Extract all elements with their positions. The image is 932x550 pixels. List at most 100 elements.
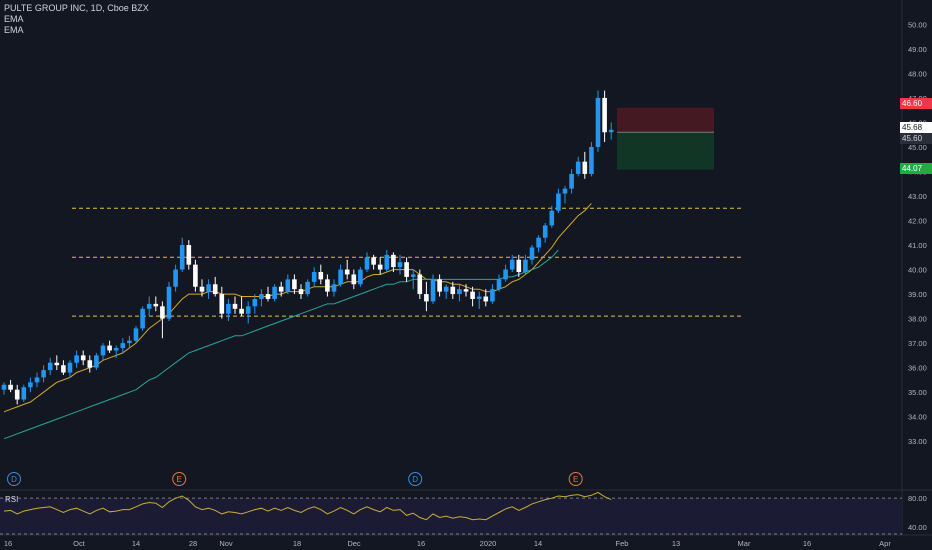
candle-body (232, 303, 238, 309)
chart-legend: PULTE GROUP INC, 1D, Cboe BZX EMA EMA (4, 3, 149, 36)
candle-body (113, 348, 119, 351)
candle-body (582, 161, 588, 174)
candle-body (100, 345, 106, 356)
candle-body (450, 286, 456, 295)
x-tick-label: Dec (347, 539, 361, 548)
rsi-tick-label: 40.00 (908, 523, 927, 532)
x-tick-label: 13 (672, 539, 680, 548)
candle-body (589, 146, 594, 174)
candle-body (529, 247, 535, 260)
candle-body (21, 387, 27, 400)
event-marker (172, 472, 187, 486)
candle-body (509, 259, 515, 270)
entry-price-label: 45.60 (900, 133, 932, 144)
trade-zone (617, 107, 714, 170)
candle-body (120, 343, 126, 349)
candle-body (397, 262, 403, 268)
rsi-line (3, 491, 612, 521)
candle-body (160, 306, 165, 319)
candle-body (199, 286, 205, 292)
candle-body (542, 225, 548, 238)
candle-body (1, 384, 7, 390)
y-tick-label: 50.00 (908, 20, 927, 29)
candle-body (318, 272, 324, 280)
candle-body (298, 289, 304, 295)
x-tick-label: Nov (219, 539, 233, 548)
candle-body (179, 245, 185, 270)
candle-body (219, 294, 225, 314)
event-marker (7, 472, 21, 486)
candle-body (496, 279, 502, 290)
candle-body (107, 345, 112, 351)
stop-price-label: 46.60 (900, 98, 932, 109)
candle-body (34, 377, 40, 383)
ema-legend-2[interactable]: EMA (4, 25, 24, 35)
candle-body (14, 389, 20, 400)
y-tick-label: 35.00 (908, 388, 927, 397)
candle-body (602, 97, 607, 133)
y-tick-label: 36.00 (908, 364, 927, 373)
candle-body (608, 129, 614, 133)
candle-body (186, 245, 192, 265)
event-marker-label: D (11, 475, 17, 484)
candle-body (364, 257, 370, 270)
x-tick-label: Oct (73, 539, 86, 548)
y-tick-label: 40.00 (908, 266, 927, 275)
x-tick-label: 16 (803, 539, 811, 548)
time-axis: 16 Oct 14 28 Nov 18 Dec 16 2020 14 Feb 13 Mar 16 Apr (4, 539, 892, 548)
candle-body (87, 360, 93, 368)
candle-body (305, 281, 310, 295)
x-tick-label: 18 (293, 539, 301, 548)
y-tick-label: 33.00 (908, 437, 927, 446)
y-tick-label: 39.00 (908, 290, 927, 299)
candle-body (67, 362, 73, 373)
symbol-title[interactable]: PULTE GROUP INC, 1D, Cboe BZX (4, 3, 149, 13)
candle-body (278, 286, 284, 292)
event-marker-label: E (573, 475, 578, 484)
candle-body (483, 296, 489, 302)
x-tick-label: Feb (616, 539, 629, 548)
candle-body (193, 264, 198, 287)
target-price-label: 44.07 (900, 163, 932, 174)
candle-body (331, 284, 337, 292)
candle-body (410, 274, 416, 277)
candle-body (391, 254, 396, 268)
candle-body (140, 308, 145, 329)
candle-body (239, 308, 244, 314)
ema-legend-1[interactable]: EMA (4, 14, 24, 24)
y-tick-label: 38.00 (908, 315, 927, 324)
rsi-pane: 80.00 40.00 RSI (0, 491, 927, 535)
candle-body (470, 291, 475, 299)
candle-body (80, 355, 86, 361)
candle-body (404, 262, 409, 277)
chart-grid (0, 0, 932, 536)
candle-body (133, 328, 139, 341)
stop-loss-zone (617, 107, 714, 133)
candle-body (516, 259, 522, 273)
y-tick-label: 37.00 (908, 339, 927, 348)
candle-body (325, 279, 330, 292)
event-marker (408, 472, 423, 486)
candle-body (153, 303, 159, 307)
candle-body (127, 340, 132, 344)
candle-body (463, 289, 469, 292)
x-tick-label: 2020 (480, 539, 497, 548)
candle-body (226, 303, 231, 314)
candle-body (549, 210, 555, 226)
candle-body (562, 188, 568, 194)
candle-body (166, 286, 172, 319)
candle-body (47, 362, 53, 371)
y-tick-label: 42.00 (908, 217, 927, 226)
x-tick-label: Apr (879, 539, 891, 548)
candle-body (206, 284, 211, 292)
candle-body (173, 269, 178, 287)
candle-body (338, 269, 343, 285)
candle-body (94, 355, 99, 368)
candle-body (245, 306, 251, 314)
last-price-label: 45.68 (900, 122, 932, 133)
x-tick-label: 14 (132, 539, 140, 548)
ema-fast-line (3, 203, 592, 413)
rsi-tick-label: 80.00 (908, 494, 927, 503)
